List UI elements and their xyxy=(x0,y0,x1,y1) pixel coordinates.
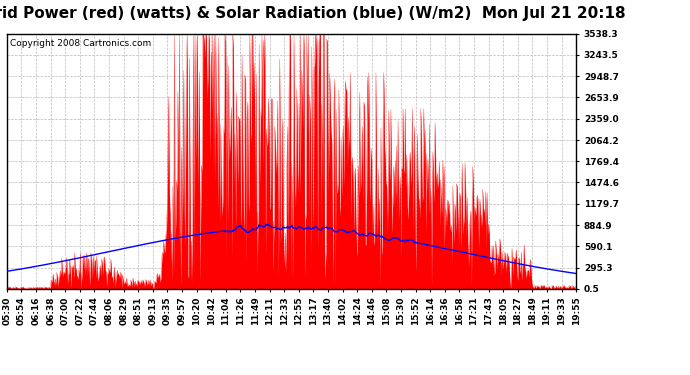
Text: Grid Power (red) (watts) & Solar Radiation (blue) (W/m2)  Mon Jul 21 20:18: Grid Power (red) (watts) & Solar Radiati… xyxy=(0,6,625,21)
Text: Copyright 2008 Cartronics.com: Copyright 2008 Cartronics.com xyxy=(10,39,151,48)
